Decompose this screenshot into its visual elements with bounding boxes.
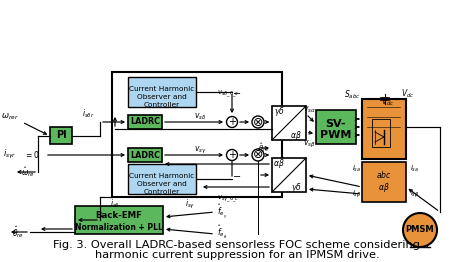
- Text: $v_{s\delta}$: $v_{s\delta}$: [194, 112, 206, 122]
- Text: $\hat{\theta}_{re}$: $\hat{\theta}_{re}$: [258, 142, 270, 154]
- Bar: [316, 110, 356, 144]
- Bar: [128, 115, 162, 129]
- Bar: [272, 158, 306, 192]
- Text: $\hat{\omega}_{re}$: $\hat{\omega}_{re}$: [21, 165, 35, 179]
- Bar: [128, 148, 162, 162]
- Text: $\gamma\delta$: $\gamma\delta$: [273, 106, 284, 118]
- Text: Observer and: Observer and: [137, 94, 187, 100]
- Text: SV-: SV-: [326, 119, 346, 129]
- Text: $v_{s\gamma}$: $v_{s\gamma}$: [194, 144, 206, 156]
- Circle shape: [252, 116, 264, 128]
- Text: $\omega_{rer}$: $\omega_{rer}$: [1, 112, 19, 122]
- Text: harmonic current suppression for an IPMSM drive.: harmonic current suppression for an IPMS…: [95, 250, 379, 260]
- Bar: [362, 99, 406, 159]
- Text: $\hat{f}_{e_\delta}$: $\hat{f}_{e_\delta}$: [217, 223, 227, 241]
- Circle shape: [252, 149, 264, 161]
- Text: PWM: PWM: [320, 130, 352, 140]
- Bar: [128, 164, 196, 194]
- Text: $i_{s\gamma r}$: $i_{s\gamma r}$: [3, 148, 17, 161]
- Text: LADRC: LADRC: [130, 150, 160, 160]
- Text: +: +: [228, 117, 236, 127]
- Text: $i_{s\delta r}$: $i_{s\delta r}$: [82, 108, 94, 120]
- Bar: [112, 72, 282, 197]
- Text: Fig. 3. Overall LADRC-based sensorless FOC scheme considering: Fig. 3. Overall LADRC-based sensorless F…: [54, 240, 420, 250]
- Text: $\alpha\beta$: $\alpha\beta$: [378, 181, 390, 194]
- Text: $V_{dc}$: $V_{dc}$: [401, 88, 415, 100]
- Text: $v_{s\gamma\_6\_c}$: $v_{s\gamma\_6\_c}$: [217, 193, 239, 205]
- Text: $\gamma\delta$: $\gamma\delta$: [291, 181, 301, 194]
- Bar: [362, 162, 406, 202]
- Text: PI: PI: [55, 130, 66, 140]
- Text: $i_{s\gamma}$: $i_{s\gamma}$: [185, 198, 195, 211]
- Text: $S_{abc}$: $S_{abc}$: [344, 89, 360, 101]
- Text: $v_{s\beta}$: $v_{s\beta}$: [303, 138, 315, 150]
- Circle shape: [227, 117, 237, 128]
- Bar: [50, 127, 72, 144]
- Text: $\alpha\beta$: $\alpha\beta$: [290, 128, 302, 141]
- Bar: [128, 77, 196, 107]
- Text: −: −: [233, 89, 241, 99]
- Text: Current Harmonic: Current Harmonic: [129, 173, 195, 179]
- Text: Controller: Controller: [144, 102, 180, 108]
- Text: $i_{sa}$: $i_{sa}$: [352, 164, 362, 174]
- Text: Current Harmonic: Current Harmonic: [129, 86, 195, 92]
- Text: $\alpha\beta$: $\alpha\beta$: [273, 157, 285, 171]
- Text: PMSM: PMSM: [406, 226, 434, 234]
- Text: $\hat{\theta}_{re}$: $\hat{\theta}_{re}$: [12, 224, 24, 240]
- Text: Observer and: Observer and: [137, 181, 187, 187]
- Bar: [75, 206, 163, 234]
- Bar: [372, 119, 390, 147]
- Text: $abc$: $abc$: [376, 170, 392, 181]
- Text: $v_{s\delta\_6\_c}$: $v_{s\delta\_6\_c}$: [217, 88, 239, 100]
- Text: $v_{s\alpha}$: $v_{s\alpha}$: [302, 105, 315, 115]
- Text: ⊗: ⊗: [253, 149, 263, 161]
- Text: Back-EMF: Back-EMF: [96, 211, 143, 221]
- Bar: [272, 106, 306, 140]
- Text: $\hat{f}_{e_\gamma}$: $\hat{f}_{e_\gamma}$: [217, 203, 227, 221]
- Circle shape: [403, 213, 437, 247]
- Text: −: −: [233, 172, 241, 182]
- Text: Controller: Controller: [144, 189, 180, 195]
- Text: Normalization + PLL: Normalization + PLL: [75, 222, 163, 232]
- Text: $i_{s\delta}$: $i_{s\delta}$: [110, 198, 120, 210]
- Text: $i_{s\beta}$: $i_{s\beta}$: [352, 188, 362, 200]
- Text: LADRC: LADRC: [130, 117, 160, 127]
- Text: $= 0$: $= 0$: [24, 149, 40, 160]
- Text: ⊗: ⊗: [253, 116, 263, 128]
- Text: $V_{dc}$: $V_{dc}$: [381, 96, 395, 108]
- Text: +: +: [228, 150, 236, 160]
- Text: $i_{s\beta}$: $i_{s\beta}$: [410, 188, 420, 200]
- Text: $i_{sa}$: $i_{sa}$: [410, 164, 419, 174]
- Circle shape: [227, 150, 237, 161]
